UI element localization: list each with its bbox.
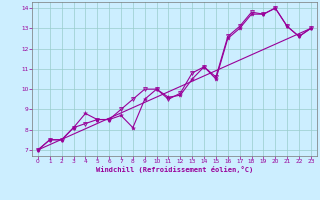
X-axis label: Windchill (Refroidissement éolien,°C): Windchill (Refroidissement éolien,°C) [96,166,253,173]
